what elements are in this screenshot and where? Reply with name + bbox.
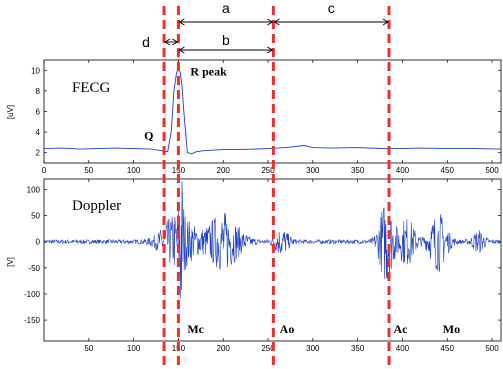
fecg-xtick-label: 350 [351,166,365,175]
doppler-xtick-label: 450 [441,344,455,353]
doppler-annotation: Ao [280,322,295,336]
doppler-title: Doppler [72,198,121,214]
arrowhead [178,18,185,26]
doppler-xtick-label: 300 [306,344,320,353]
arrowhead [267,46,274,54]
fecg-ytick-label: 4 [36,128,41,137]
fecg-xtick-label: 500 [485,166,499,175]
doppler-xtick-label: 50 [84,344,93,353]
arrowhead [172,38,179,46]
arrowhead [382,18,389,26]
fecg-series-line [43,68,502,155]
fecg-ytick-label: 6 [36,108,41,117]
doppler-ytick-label: -150 [24,316,41,325]
doppler-ticks: 50100150200250300350400450500-150-100-50… [24,179,501,353]
arrowhead [164,38,171,46]
interval-label-c: c [328,0,335,16]
fecg-xtick-label: 0 [42,166,47,175]
doppler-ylabel: [V] [6,257,15,267]
fecg-ytick-label: 2 [36,149,41,158]
doppler-annotation: Mo [443,322,460,336]
interval-label-b: b [222,32,230,48]
doppler-xtick-label: 400 [396,344,410,353]
arrowhead [273,18,280,26]
doppler-xtick-label: 250 [261,344,275,353]
fecg-xtick-label: 50 [84,166,93,175]
fecg-xtick-label: 450 [441,166,455,175]
doppler-ytick-label: 100 [27,185,41,194]
fecg-ticks: 0 50 100 150 200 250 300 350 400 450 500 2 4 6 8 10 [31,60,501,175]
fecg-ylabel: [uV] [6,105,15,119]
fecg-xtick-label: 200 [217,166,231,175]
doppler-annotation: Ac [393,322,408,336]
interval-label-d: d [142,34,150,50]
doppler-xtick-label: 200 [217,344,231,353]
annotations: R peak Q Mc Ao Ac Mo [144,64,460,336]
marker-lines [162,6,391,367]
doppler-xtick-label: 100 [127,344,141,353]
doppler-ytick-label: 50 [31,212,40,221]
fecg-annotation: R peak [190,64,227,78]
doppler-xtick-label: 500 [485,344,499,353]
fecg-xtick-label: 100 [127,166,141,175]
arrowhead [267,18,274,26]
fecg-ytick-label: 10 [31,66,40,75]
fecg-annotation: Q [144,128,153,142]
fecg-xtick-label: 150 [172,166,186,175]
fecg-title: FECG [72,80,111,96]
fecg-xtick-label: 250 [261,166,275,175]
interval-label-a: a [222,0,230,16]
doppler-ytick-label: -50 [28,264,40,273]
fecg-ytick-label: 8 [36,87,41,96]
arrowhead [178,46,185,54]
fecg-xtick-label: 400 [396,166,410,175]
doppler-xtick-label: 350 [351,344,365,353]
doppler-ytick-label: 0 [36,238,41,247]
interval-arrows: ab c d [142,0,389,54]
doppler-ytick-label: -100 [24,290,41,299]
fecg-xtick-label: 300 [306,166,320,175]
doppler-annotation: Mc [187,322,204,336]
